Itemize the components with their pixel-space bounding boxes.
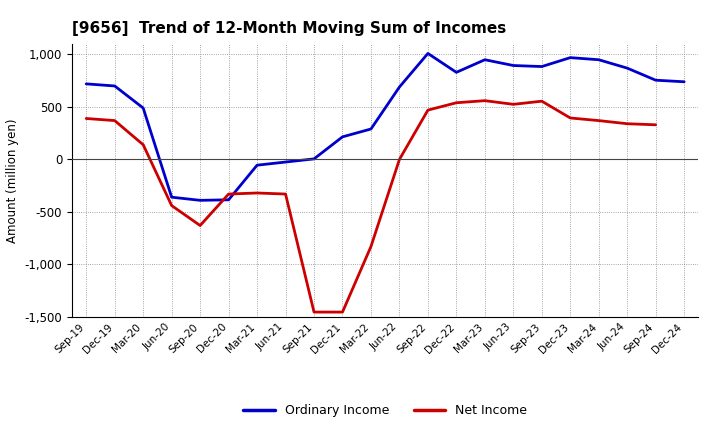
Net Income bbox=[338, 309, 347, 315]
Net Income bbox=[82, 116, 91, 121]
Ordinary Income bbox=[139, 105, 148, 110]
Ordinary Income bbox=[566, 55, 575, 60]
Line: Net Income: Net Income bbox=[86, 101, 656, 312]
Net Income bbox=[480, 98, 489, 103]
Net Income bbox=[566, 115, 575, 121]
Ordinary Income bbox=[452, 70, 461, 75]
Ordinary Income bbox=[480, 57, 489, 62]
Ordinary Income bbox=[82, 81, 91, 87]
Legend: Ordinary Income, Net Income: Ordinary Income, Net Income bbox=[238, 400, 532, 422]
Net Income bbox=[225, 191, 233, 197]
Ordinary Income bbox=[509, 63, 518, 68]
Net Income bbox=[366, 244, 375, 249]
Text: [9656]  Trend of 12-Month Moving Sum of Incomes: [9656] Trend of 12-Month Moving Sum of I… bbox=[72, 21, 506, 36]
Ordinary Income bbox=[623, 66, 631, 71]
Ordinary Income bbox=[680, 79, 688, 84]
Ordinary Income bbox=[196, 198, 204, 203]
Net Income bbox=[282, 191, 290, 197]
Net Income bbox=[139, 142, 148, 147]
Net Income bbox=[110, 118, 119, 123]
Net Income bbox=[310, 309, 318, 315]
Net Income bbox=[537, 99, 546, 104]
Net Income bbox=[395, 157, 404, 162]
Ordinary Income bbox=[595, 57, 603, 62]
Net Income bbox=[509, 102, 518, 107]
Ordinary Income bbox=[423, 51, 432, 56]
Ordinary Income bbox=[310, 156, 318, 161]
Ordinary Income bbox=[225, 197, 233, 202]
Y-axis label: Amount (million yen): Amount (million yen) bbox=[6, 118, 19, 242]
Net Income bbox=[196, 223, 204, 228]
Ordinary Income bbox=[395, 84, 404, 90]
Ordinary Income bbox=[652, 77, 660, 83]
Ordinary Income bbox=[338, 134, 347, 139]
Ordinary Income bbox=[167, 194, 176, 200]
Net Income bbox=[452, 100, 461, 106]
Net Income bbox=[167, 203, 176, 208]
Net Income bbox=[423, 107, 432, 113]
Ordinary Income bbox=[110, 83, 119, 88]
Ordinary Income bbox=[366, 126, 375, 132]
Net Income bbox=[623, 121, 631, 126]
Net Income bbox=[595, 118, 603, 123]
Net Income bbox=[253, 191, 261, 196]
Line: Ordinary Income: Ordinary Income bbox=[86, 53, 684, 200]
Ordinary Income bbox=[537, 64, 546, 69]
Ordinary Income bbox=[253, 162, 261, 168]
Net Income bbox=[652, 122, 660, 128]
Ordinary Income bbox=[282, 159, 290, 165]
